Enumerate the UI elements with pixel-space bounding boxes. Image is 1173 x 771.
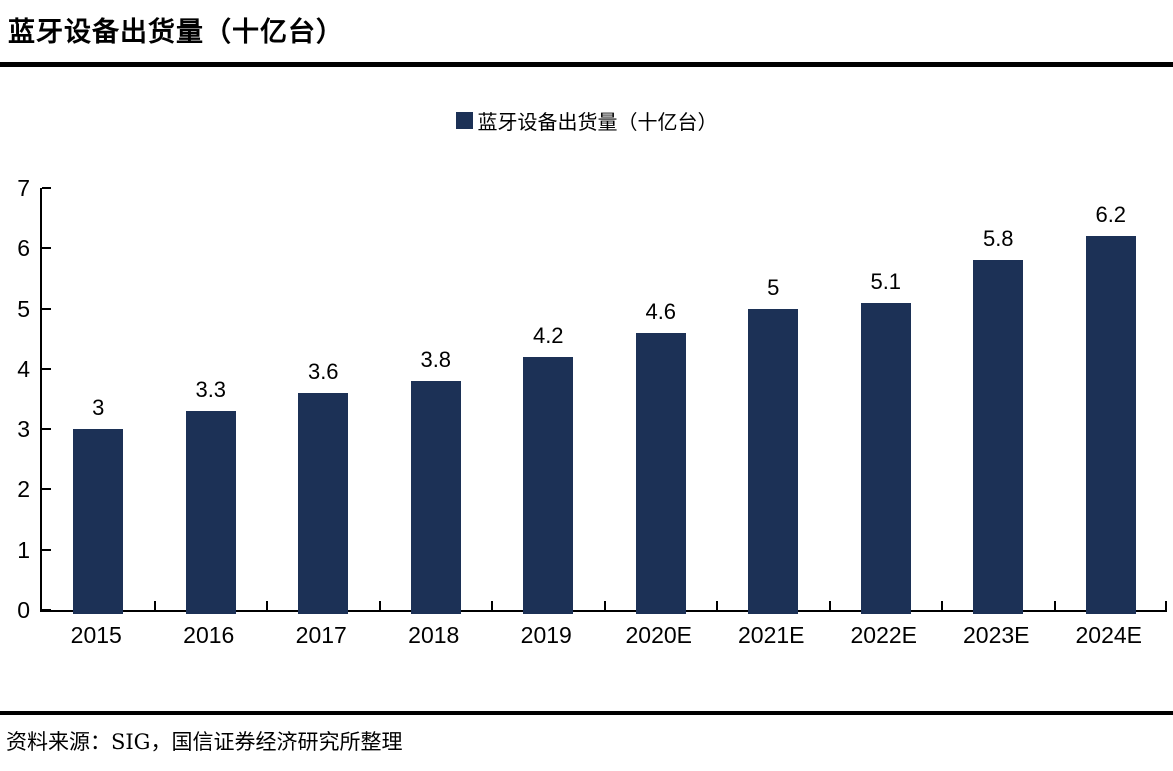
bar [523,356,574,614]
x-axis-tick [266,601,268,610]
y-axis-tick [42,548,51,551]
y-axis-tick [42,247,51,250]
bar-value-label: 6.2 [1095,202,1127,228]
bar-value-label: 4.2 [532,322,564,348]
x-axis-tick-label: 2018 [408,622,460,648]
x-axis-tick-label: 2023E [962,622,1030,648]
bar-value-label: 3.8 [420,346,452,372]
y-axis-tick-label: 4 [17,355,30,382]
bar [185,411,236,614]
bar [973,260,1024,614]
bar [1085,236,1136,614]
y-axis-tick [42,488,51,491]
y-axis-tick [42,187,51,189]
x-axis-tick-label: 2019 [520,622,572,648]
page-title: 蓝牙设备出货量（十亿台） [8,17,344,48]
x-axis-tick [716,601,718,610]
bar-value-label: 5.8 [982,226,1014,252]
bar-value-label: 4.6 [645,298,677,324]
x-axis-tick-label: 2024E [1075,622,1142,648]
x-axis-tick [153,601,156,610]
y-axis-tick [42,367,51,370]
x-axis-tick-label: 2017 [295,622,347,648]
x-axis-tick [378,601,381,610]
x-axis-tick-label: 2016 [183,622,235,648]
y-axis-tick [42,609,51,611]
x-axis-tick [1053,601,1056,610]
bar-value-label: 5.1 [870,268,902,294]
y-axis-tick-label: 2 [17,476,30,503]
x-axis-tick-label: 2021E [737,622,805,648]
x-axis-tick-label: 2015 [70,622,122,648]
x-axis-tick-label: 2022E [850,622,917,648]
y-axis-tick-label: 1 [17,536,30,563]
legend: 蓝牙设备出货量（十亿台） [0,106,1173,135]
y-axis-tick-label: 7 [17,175,30,201]
bar [298,392,349,614]
bar-value-label: 3.3 [195,377,227,403]
top-divider [0,62,1173,67]
bar [748,308,799,614]
y-axis-tick [42,428,51,431]
legend-swatch-icon [455,112,473,129]
x-axis-tick [603,601,606,610]
bar-value-label: 3.6 [307,358,339,384]
legend-label: 蓝牙设备出货量（十亿台） [477,110,718,134]
x-axis-tick-label: 2020E [625,622,692,648]
bar [860,302,911,614]
source-note: 资料来源：SIG，国信证券经济研究所整理 [6,730,403,754]
bar [635,332,686,614]
y-axis-tick-label: 0 [17,597,30,623]
bar [410,380,461,614]
x-axis-tick [828,601,831,610]
x-axis-tick [1165,601,1167,610]
y-axis-tick-label: 5 [17,295,30,322]
y-axis-tick-label: 3 [17,416,30,443]
bar [73,429,124,614]
y-axis-tick [42,307,51,310]
x-axis-tick [941,601,943,610]
bottom-divider [0,711,1173,715]
bar-value-label: 3 [92,395,105,421]
bar-value-label: 5 [767,274,780,300]
y-axis-tick-label: 6 [17,235,30,262]
x-axis-tick [491,601,493,610]
bar-chart-plot-area: 3 3.3 3.6 3.8 4.2 4.6 5 5.1 5.8 6.2 [40,187,1167,614]
